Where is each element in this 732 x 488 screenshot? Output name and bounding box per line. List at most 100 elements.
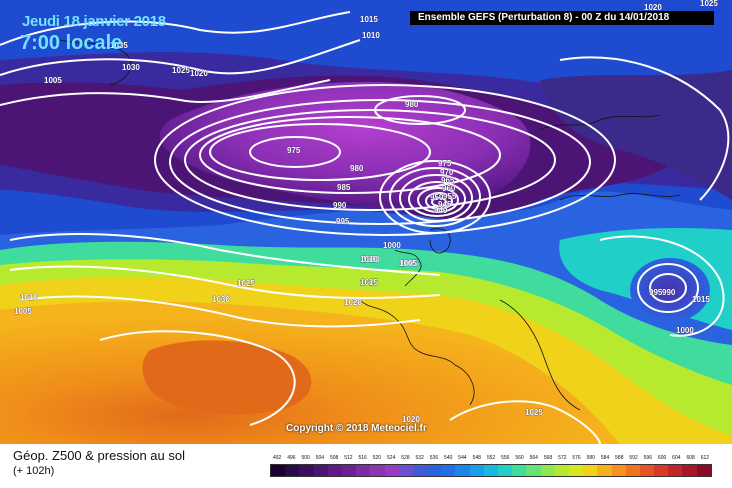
legend-swatch: [412, 465, 428, 476]
legend-swatch: [611, 465, 626, 476]
color-legend: 492 496 500 504 508 512 516 520 524 528 532 536 540 5…: [270, 455, 712, 483]
isobar-label: 1020: [344, 298, 362, 307]
legend-swatch: [299, 465, 314, 476]
model-run-info: Ensemble GEFS (Perturbation 8) - 00 Z du…: [410, 11, 714, 25]
isobar-label: 990: [333, 201, 347, 210]
legend-swatch: [327, 465, 342, 476]
isobar-label: 955: [443, 192, 457, 201]
isobar-label: 1020: [402, 415, 420, 424]
isobar-label: 945: [438, 200, 452, 209]
legend-tick-label: 524: [387, 455, 396, 461]
isobar-label: 1010: [360, 255, 378, 264]
legend-swatch: [554, 465, 569, 476]
legend-tick-label: 588: [615, 455, 624, 461]
legend-bar: [270, 464, 712, 477]
legend-tick-label: 496: [287, 455, 296, 461]
copyright: Copyright © 2018 Meteociel.fr: [286, 423, 427, 434]
isobar-label: 1025: [237, 279, 255, 288]
legend-tick-label: 548: [472, 455, 481, 461]
legend-tick-label: 572: [558, 455, 567, 461]
legend-swatch: [639, 465, 655, 476]
legend-swatch: [668, 465, 683, 476]
forecast-date: Jeudi 18 janvier 2018: [22, 13, 166, 30]
footer: Géop. Z500 & pression au sol (+ 102h) 49…: [0, 444, 732, 488]
isobar-label: 1010: [362, 31, 380, 40]
isobar-label: 975: [287, 146, 301, 155]
legend-tick-label: 576: [572, 455, 581, 461]
isobar-label: 960: [442, 184, 456, 193]
isobar-label: 970: [440, 168, 454, 177]
isobar-label: 1020: [644, 3, 662, 12]
legend-swatch: [341, 465, 357, 476]
footer-subtitle: (+ 102h): [13, 465, 55, 477]
isobar-labels: 1035 1030 1025 1020 1015 1010 1005 1015 …: [14, 0, 719, 424]
legend-tick-label: 512: [344, 455, 353, 461]
legend-tick-label: 592: [629, 455, 638, 461]
legend-swatch: [696, 465, 711, 476]
legend-swatch: [583, 465, 598, 476]
forecast-time: 7:00 locale: [20, 32, 123, 54]
geopotential-map: 1035 1030 1025 1020 1015 1010 1005 1015 …: [0, 0, 732, 444]
isobar-label: 1015: [360, 278, 378, 287]
footer-title: Géop. Z500 & pression au sol: [13, 448, 185, 463]
isobar-label: 1025: [525, 408, 543, 417]
isobar-label: 950: [430, 193, 444, 202]
isobar-label: 1020: [190, 69, 208, 78]
coastlines: [59, 39, 681, 411]
isobar-label: 1015: [692, 295, 710, 304]
legend-tick-label: 528: [401, 455, 410, 461]
legend-tick-label: 596: [643, 455, 652, 461]
isobar-label: 1010: [362, 255, 380, 264]
isobar-label: 1005: [14, 307, 32, 316]
legend-swatch: [455, 465, 470, 476]
legend-tick-label: 612: [700, 455, 710, 461]
high-center-orange: [142, 340, 312, 415]
isobar-label: 975: [438, 159, 452, 168]
isobar-label: 1030: [122, 63, 140, 72]
high-pressure-core: [0, 301, 620, 444]
legend-swatch: [597, 465, 612, 476]
band-ne: [540, 70, 732, 200]
legend-swatch: [625, 465, 640, 476]
isobar-label: 1010: [20, 293, 38, 302]
legend-tick-label: 508: [329, 455, 339, 461]
isobar-label: 985: [337, 183, 351, 192]
isobar-label: 940: [434, 206, 448, 215]
legend-tick-label: 608: [686, 455, 695, 461]
legend-tick-label: 544: [458, 455, 467, 461]
legend-tick-label: 604: [672, 455, 681, 461]
legend-swatch: [398, 465, 413, 476]
legend-tick-label: 516: [358, 455, 367, 461]
legend-swatch: [568, 465, 584, 476]
legend-tick-label: 552: [486, 455, 496, 461]
isobar-label: 990: [662, 288, 676, 297]
isobar-label: 995: [336, 217, 350, 226]
isobar-label: 1005: [44, 76, 62, 85]
isobar-label: 995: [649, 288, 663, 297]
legend-swatch: [313, 465, 328, 476]
isobar-label: 1015: [360, 278, 378, 287]
isobar-label: 1000: [676, 326, 694, 335]
isobar-label: 980: [350, 164, 364, 173]
isobar-label: 1000: [383, 241, 401, 250]
isobar-label: 1025: [172, 66, 190, 75]
isobar-label: 980: [405, 100, 419, 109]
legend-swatch: [370, 465, 385, 476]
legend-tick-label: 532: [415, 455, 424, 461]
legend-swatch: [271, 465, 286, 476]
legend-swatch: [526, 465, 541, 476]
east-low-core: [630, 258, 710, 322]
isobar-label: 1025: [700, 0, 718, 8]
legend-swatch: [356, 465, 371, 476]
legend-tick-label: 540: [444, 455, 453, 461]
isobar-lines: [0, 11, 730, 444]
legend-swatch: [483, 465, 498, 476]
legend-swatch: [427, 465, 442, 476]
legend-swatch: [469, 465, 484, 476]
legend-tick-label: 568: [543, 455, 553, 461]
legend-tick-label: 520: [372, 455, 382, 461]
legend-swatch: [512, 465, 527, 476]
legend-swatch: [384, 465, 399, 476]
legend-tick-label: 564: [529, 455, 538, 461]
